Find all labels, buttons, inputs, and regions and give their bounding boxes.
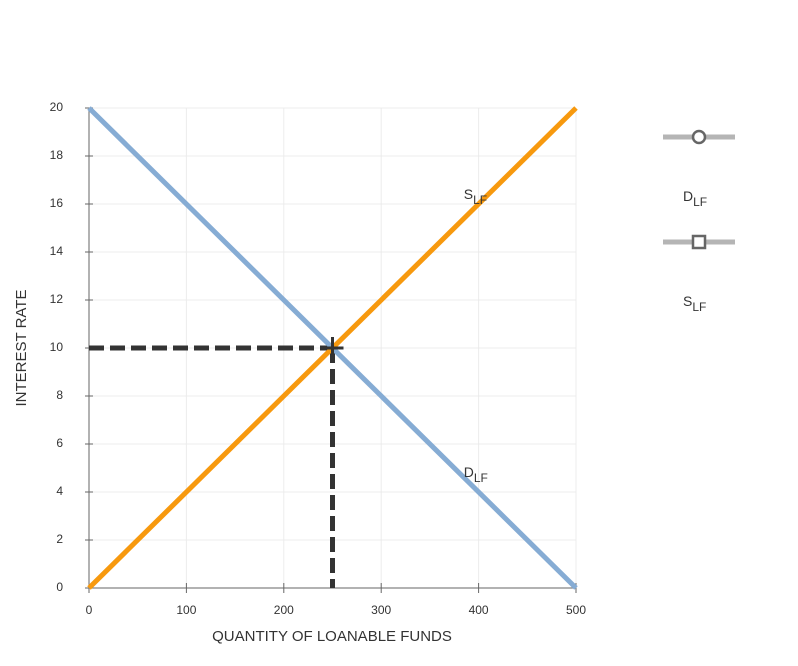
y-tick-label: 8: [56, 388, 63, 402]
x-tick-label: 100: [176, 603, 196, 617]
y-tick-label: 10: [50, 340, 64, 354]
legend-marker: [691, 129, 707, 145]
y-tick-label: 12: [50, 292, 64, 306]
y-axis-title: INTEREST RATE: [13, 290, 30, 407]
y-tick-label: 4: [56, 484, 63, 498]
x-tick-label: 0: [86, 603, 93, 617]
series-subscript: LF: [692, 300, 706, 314]
y-tick-label: 18: [50, 148, 64, 162]
y-tick-label: 0: [56, 580, 63, 594]
series-name: D: [683, 188, 693, 204]
x-tick-label: 500: [566, 603, 586, 617]
y-tick-label: 6: [56, 436, 63, 450]
x-axis-title: QUANTITY OF LOANABLE FUNDS: [212, 628, 452, 645]
x-tick-label: 200: [274, 603, 294, 617]
series-subscript: LF: [693, 195, 707, 209]
x-tick-label: 300: [371, 603, 391, 617]
y-tick-label: 2: [56, 532, 63, 546]
series-subscript: LF: [474, 471, 488, 485]
equilibrium-point: [321, 337, 344, 359]
legend-marker: [691, 234, 707, 250]
y-tick-label: 20: [50, 100, 64, 114]
series-name: S: [683, 293, 692, 309]
y-tick-label: 16: [50, 196, 64, 210]
series-label: SLF: [464, 186, 487, 207]
x-tick-label: 400: [469, 603, 489, 617]
series-subscript: LF: [473, 193, 487, 207]
series-name: S: [464, 186, 473, 202]
series-name: D: [464, 464, 474, 480]
series-label: SLF: [683, 293, 706, 314]
y-tick-label: 14: [50, 244, 64, 258]
series-label: DLF: [683, 188, 707, 209]
series-label: DLF: [464, 464, 488, 485]
